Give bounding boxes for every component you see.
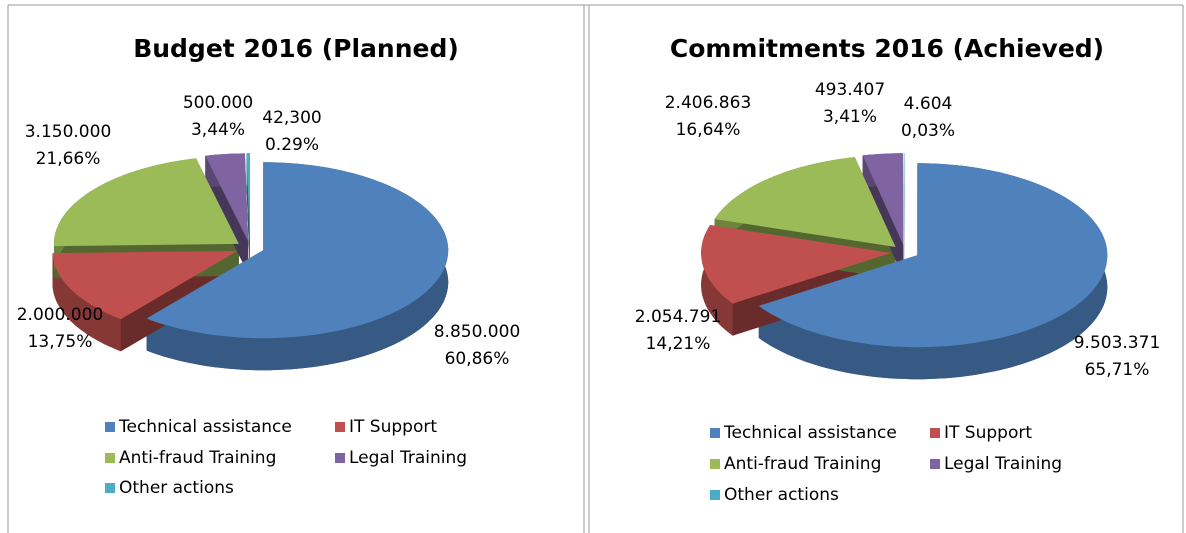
legend-label: Anti-fraud Training <box>119 448 276 468</box>
value-label: 493.407 <box>815 80 885 100</box>
legend-swatch <box>710 428 720 438</box>
percent-label: 65,71% <box>1085 360 1150 380</box>
legend-label: Other actions <box>119 478 234 498</box>
value-label: 2.406.863 <box>665 93 752 113</box>
value-label: 3.150.000 <box>25 122 112 142</box>
percent-label: 16,64% <box>676 120 741 140</box>
slice <box>52 250 238 320</box>
legend-swatch <box>335 422 345 432</box>
slice <box>758 163 1108 348</box>
legend-swatch <box>105 453 115 463</box>
slice-side <box>146 162 449 371</box>
value-label: 2.054.791 <box>635 307 722 327</box>
slice <box>53 158 239 247</box>
slice-tops <box>701 153 1108 348</box>
percent-label: 60,86% <box>445 349 510 369</box>
value-label: 42,300 <box>262 108 321 128</box>
percent-label: 13,75% <box>28 332 93 352</box>
legend-label: Technical assistance <box>723 423 897 443</box>
legend-label: Other actions <box>724 485 839 505</box>
legend-label: Anti-fraud Training <box>724 454 881 474</box>
percent-label: 14,21% <box>646 334 711 354</box>
legend-swatch <box>930 428 940 438</box>
percent-label: 3,44% <box>191 120 245 140</box>
value-label: 500.000 <box>183 93 253 113</box>
chart-title: Commitments 2016 (Achieved) <box>670 34 1104 63</box>
slice <box>714 157 896 247</box>
legend-swatch <box>710 490 720 500</box>
slice <box>146 162 449 339</box>
legend-swatch <box>335 453 345 463</box>
slice-tops <box>52 153 449 339</box>
legend-label: IT Support <box>944 423 1032 443</box>
percent-label: 3,41% <box>823 107 877 127</box>
percent-label: 0.29% <box>265 135 319 155</box>
legend-label: Legal Training <box>349 448 467 468</box>
slice <box>701 225 892 304</box>
percent-label: 21,66% <box>36 149 101 169</box>
value-label: 9.503.371 <box>1074 333 1161 353</box>
legend-label: Technical assistance <box>118 417 292 437</box>
legend-swatch <box>930 459 940 469</box>
slice <box>246 153 250 242</box>
percent-label: 0,03% <box>901 121 955 141</box>
value-label: 2.000.000 <box>17 305 104 325</box>
value-label: 8.850.000 <box>434 322 521 342</box>
slice-side <box>52 253 121 352</box>
value-label: 4.604 <box>904 94 953 114</box>
legend-label: IT Support <box>349 417 437 437</box>
legend-swatch <box>105 483 115 493</box>
legend-swatch <box>710 459 720 469</box>
legend-swatch <box>105 422 115 432</box>
slice <box>862 153 904 246</box>
chart-title: Budget 2016 (Planned) <box>133 34 459 63</box>
legend-label: Legal Training <box>944 454 1062 474</box>
slice <box>205 153 249 242</box>
